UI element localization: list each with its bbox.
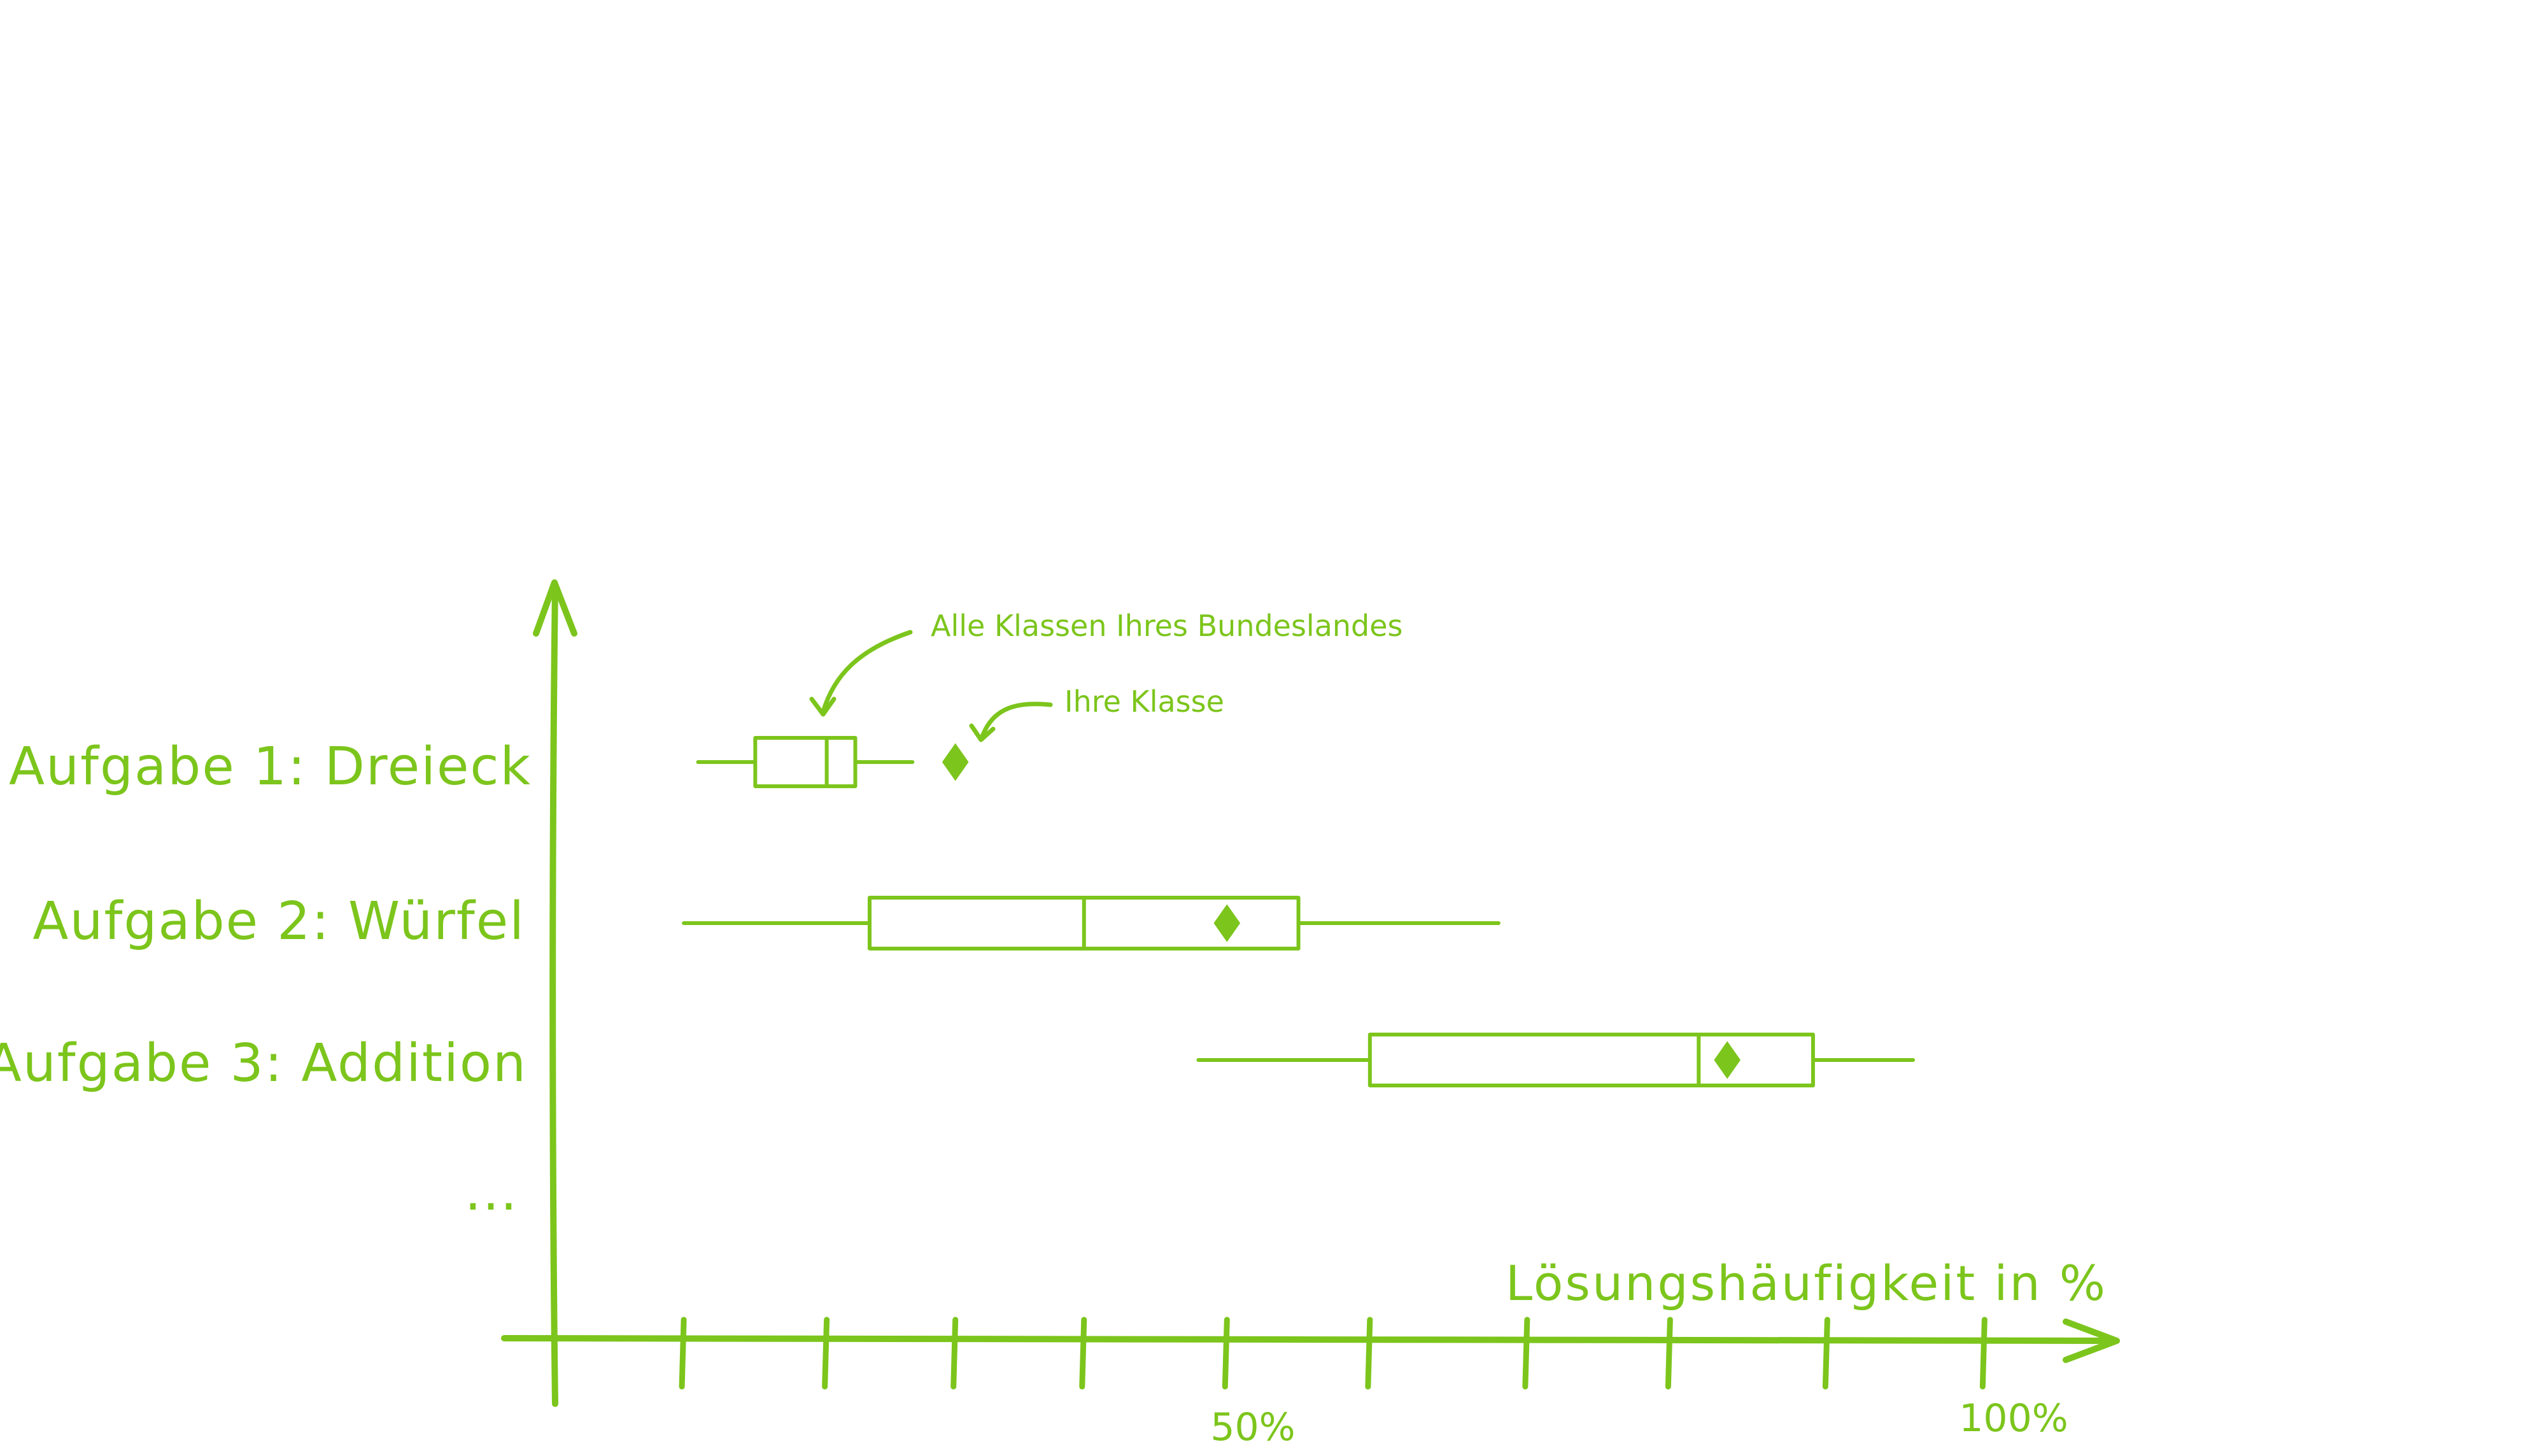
class-marker-2 (1213, 904, 1241, 942)
class-marker-1 (942, 743, 969, 781)
annotation-box-label: Alle Klassen Ihres Bundeslandes (931, 609, 1403, 643)
annotation-box-arrow (821, 630, 913, 714)
class-marker-3 (1714, 1041, 1741, 1079)
x-tick-7 (1522, 1317, 1530, 1390)
x-ticks (679, 1317, 1988, 1390)
annotation-marker: Ihre Klasse (969, 684, 1224, 742)
x-tick-1 (679, 1317, 687, 1390)
x-axis-line (501, 1334, 2117, 1345)
category-label-3: Aufgabe 3: Addition (0, 1033, 527, 1094)
x-tick-6 (1365, 1317, 1373, 1390)
x-axis-arrow (2063, 1318, 2120, 1363)
x-tick-5 (1222, 1317, 1230, 1390)
box-1 (696, 736, 915, 788)
annotation-marker-label: Ihre Klasse (1064, 684, 1224, 719)
x-tick-8 (1665, 1317, 1673, 1390)
x-axis (501, 1318, 2120, 1363)
more-categories-label: ... (465, 1162, 518, 1222)
x-tick-2 (822, 1317, 830, 1390)
category-label-1: Aufgabe 1: Dreieck (9, 737, 532, 797)
class-markers (942, 743, 1741, 1079)
annotation-marker-arrowhead (969, 723, 996, 742)
iqr-box-3 (1367, 1033, 1815, 1087)
iqr-box-1 (753, 736, 858, 788)
boxes (682, 736, 1916, 1087)
y-axis (533, 579, 577, 1407)
x-tick-9 (1822, 1317, 1830, 1390)
tick-label-100: 100% (1959, 1396, 2068, 1441)
annotation-box: Alle Klassen Ihres Bundeslandes (809, 609, 1403, 717)
y-axis-arrow (533, 579, 577, 637)
annotation-box-arrowhead (809, 696, 837, 717)
y-axis-line (549, 583, 558, 1407)
box-2 (682, 896, 1501, 951)
tick-label-50: 50% (1210, 1405, 1295, 1450)
x-axis-title: Lösungshäufigkeit in % (1506, 1255, 2107, 1311)
category-label-2: Aufgabe 2: Würfel (32, 891, 525, 952)
annotation-marker-arrow (980, 702, 1053, 739)
box-3 (1196, 1033, 1916, 1087)
x-tick-3 (950, 1317, 959, 1390)
x-tick-4 (1079, 1317, 1087, 1390)
x-tick-10 (1979, 1317, 1988, 1390)
